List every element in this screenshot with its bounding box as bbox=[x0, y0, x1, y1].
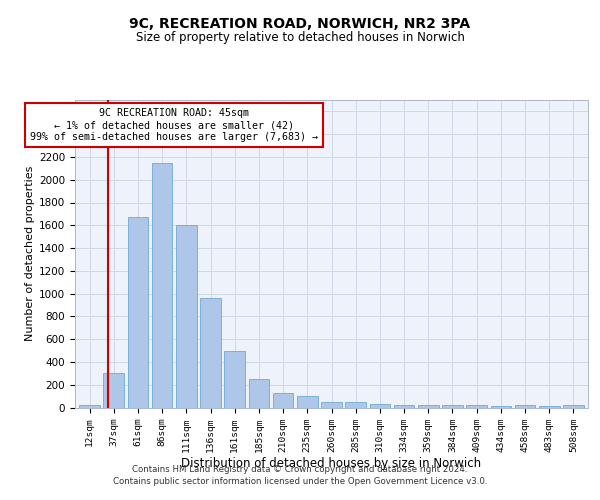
Text: Contains public sector information licensed under the Open Government Licence v3: Contains public sector information licen… bbox=[113, 476, 487, 486]
Text: 9C, RECREATION ROAD, NORWICH, NR2 3PA: 9C, RECREATION ROAD, NORWICH, NR2 3PA bbox=[130, 17, 470, 31]
Bar bbox=[176, 226, 197, 408]
Text: 9C RECREATION ROAD: 45sqm
← 1% of detached houses are smaller (42)
99% of semi-d: 9C RECREATION ROAD: 45sqm ← 1% of detach… bbox=[30, 108, 318, 142]
Bar bbox=[370, 404, 390, 407]
Bar bbox=[224, 350, 245, 408]
Bar bbox=[103, 374, 124, 408]
Bar bbox=[394, 405, 415, 407]
Text: Contains HM Land Registry data © Crown copyright and database right 2024.: Contains HM Land Registry data © Crown c… bbox=[132, 466, 468, 474]
Bar bbox=[321, 402, 342, 407]
Bar bbox=[152, 162, 172, 408]
Bar bbox=[466, 405, 487, 407]
Bar bbox=[297, 396, 317, 407]
Y-axis label: Number of detached properties: Number of detached properties bbox=[25, 166, 35, 342]
X-axis label: Distribution of detached houses by size in Norwich: Distribution of detached houses by size … bbox=[181, 458, 482, 470]
Bar bbox=[248, 379, 269, 408]
Bar bbox=[346, 402, 366, 407]
Bar bbox=[491, 406, 511, 407]
Bar bbox=[200, 298, 221, 408]
Text: Size of property relative to detached houses in Norwich: Size of property relative to detached ho… bbox=[136, 32, 464, 44]
Bar bbox=[79, 405, 100, 407]
Bar bbox=[539, 406, 560, 407]
Bar bbox=[273, 394, 293, 407]
Bar bbox=[418, 404, 439, 407]
Bar bbox=[515, 405, 535, 407]
Bar bbox=[563, 404, 584, 407]
Bar bbox=[128, 218, 148, 408]
Bar bbox=[442, 405, 463, 407]
